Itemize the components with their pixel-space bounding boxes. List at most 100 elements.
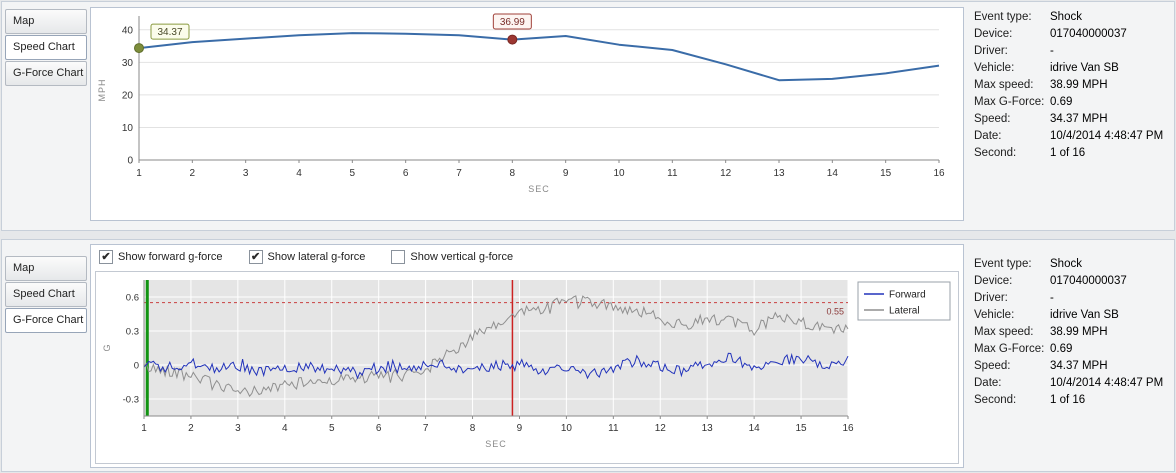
tab-map[interactable]: Map <box>5 9 87 34</box>
checkbox-label: Show lateral g-force <box>267 251 366 263</box>
info-label: Date: <box>974 377 1002 389</box>
speed-chart-panel: Map Speed Chart G-Force Chart 0 10 20 30 40 1 2 3… <box>1 1 1175 231</box>
x-tick-label: 3 <box>243 168 249 179</box>
info-row-driver: Driver: - <box>974 45 1172 58</box>
y-tick-label: 0 <box>127 156 133 167</box>
info-value: 017040000037 <box>1050 275 1127 287</box>
x-tick-label: 8 <box>470 423 476 434</box>
y-tick-label: -0.3 <box>123 395 139 406</box>
checkbox-show-vertical-g-force[interactable]: Show vertical g-force <box>391 250 513 264</box>
info-value: 017040000037 <box>1050 28 1127 40</box>
y-axis-title: G <box>102 344 112 351</box>
y-tick-label: 0.3 <box>126 327 139 338</box>
x-tick-label: 7 <box>423 423 429 434</box>
info-value: - <box>1050 45 1054 57</box>
x-tick-label: 11 <box>667 168 678 179</box>
info-row-max-speed: Max speed: 38.99 MPH <box>974 79 1172 92</box>
tab-map[interactable]: Map <box>5 256 87 281</box>
info-label: Device: <box>974 275 1013 287</box>
legend-label-lateral: Lateral <box>889 306 920 317</box>
marker-36-99[interactable] <box>507 34 518 45</box>
x-tick-label: 4 <box>296 168 302 179</box>
x-tick-label: 1 <box>141 423 147 434</box>
y-tick-label: 30 <box>122 58 134 69</box>
info-label: Second: <box>974 394 1017 406</box>
x-tick-label: 9 <box>517 423 523 434</box>
info-value: 10/4/2014 4:48:47 PM <box>1050 130 1164 142</box>
info-value: 38.99 MPH <box>1050 79 1108 91</box>
info-value: Shock <box>1050 258 1082 270</box>
annotation-label: 34.37 <box>157 27 182 38</box>
annotation-label: 36.99 <box>500 17 525 28</box>
info-label: Max G-Force: <box>974 96 1045 108</box>
x-tick-label: 5 <box>329 423 335 434</box>
x-tick-label: 8 <box>510 168 516 179</box>
info-row-speed: Speed: 34.37 MPH <box>974 113 1172 126</box>
gforce-chart-canvas[interactable]: 0.551 2 3 4 5 6 7 8 9 10 11 12 13 14 15 16-0.300.30.6SE… <box>96 272 956 462</box>
legend-box <box>857 281 951 321</box>
info-row-max-g-force: Max G-Force: 0.69 <box>974 96 1172 109</box>
checkbox-box[interactable]: ✔ <box>248 250 263 264</box>
checkbox-show-lateral-g-force[interactable]: ✔ Show lateral g-force <box>248 250 366 264</box>
x-tick-label: 6 <box>376 423 382 434</box>
tab-g-force-chart[interactable]: G-Force Chart <box>5 308 87 333</box>
x-tick-label: 12 <box>655 423 667 434</box>
annotation-box-36-99 <box>492 13 532 30</box>
tab-g-force-chart[interactable]: G-Force Chart <box>5 61 87 86</box>
x-axis-title: SEC <box>528 184 550 194</box>
y-tick-label: 10 <box>122 123 134 134</box>
info-row-second: Second: 1 of 16 <box>974 394 1172 407</box>
info-value: idrive Van SB <box>1050 309 1119 321</box>
x-axis-title: SEC <box>485 439 507 449</box>
info-value: 38.99 MPH <box>1050 326 1108 338</box>
checkbox-box[interactable]: ✔ <box>99 250 113 264</box>
checkbox-box[interactable] <box>391 250 406 264</box>
speed-line <box>138 32 940 82</box>
speed-panel-tab-list: Map Speed Chart G-Force Chart <box>5 9 87 87</box>
info-label: Date: <box>974 130 1002 142</box>
info-row-second: Second: 1 of 16 <box>974 147 1172 160</box>
gforce-panel-tab-list: Map Speed Chart G-Force Chart <box>5 256 87 334</box>
x-tick-label: 15 <box>796 423 808 434</box>
info-label: Speed: <box>974 360 1011 372</box>
info-label: Max G-Force: <box>974 343 1045 355</box>
info-label: Max speed: <box>974 326 1034 338</box>
info-row-max-g-force: Max G-Force: 0.69 <box>974 343 1172 356</box>
y-tick-label: 0 <box>134 361 139 372</box>
y-axis-title: MPH <box>97 79 107 102</box>
x-tick-label: 10 <box>613 168 625 179</box>
y-tick-label: 40 <box>122 25 134 36</box>
tab-speed-chart[interactable]: Speed Chart <box>5 282 87 307</box>
info-row-vehicle: Vehicle: idrive Van SB <box>974 62 1172 75</box>
event-info-panel-top: Event type: Shock Device: 017040000037 Drive… <box>974 11 1172 164</box>
info-value: 34.37 MPH <box>1050 360 1108 372</box>
info-value: 0.69 <box>1050 96 1073 108</box>
gforce-content-box: ✔ Show forward g-force ✔ Show lateral g-for… <box>90 244 964 468</box>
info-label: Vehicle: <box>974 309 1015 321</box>
x-tick-label: 15 <box>880 168 892 179</box>
info-row-vehicle: Vehicle: idrive Van SB <box>974 309 1172 322</box>
checkbox-label: Show vertical g-force <box>410 251 514 263</box>
info-label: Vehicle: <box>974 62 1015 74</box>
info-value: 0.69 <box>1050 343 1073 355</box>
info-row-device: Device: 017040000037 <box>974 275 1172 288</box>
event-info-panel-bottom: Event type: Shock Device: 017040000037 Drive… <box>974 258 1172 411</box>
x-tick-label: 1 <box>136 168 142 179</box>
marker-34-37[interactable] <box>134 43 144 54</box>
info-row-driver: Driver: - <box>974 292 1172 305</box>
checkbox-label: Show forward g-force <box>118 251 223 263</box>
threshold-label: 0.55 <box>826 307 844 317</box>
tab-speed-chart[interactable]: Speed Chart <box>5 35 87 60</box>
info-value: idrive Van SB <box>1050 62 1119 74</box>
series-forward <box>143 352 849 380</box>
x-tick-label: 7 <box>456 168 462 179</box>
info-label: Driver: <box>974 45 1008 57</box>
info-row-event-type: Event type: Shock <box>974 258 1172 271</box>
info-row-date: Date: 10/4/2014 4:48:47 PM <box>974 130 1172 143</box>
info-value: 1 of 16 <box>1050 394 1086 406</box>
checkbox-show-forward-g-force[interactable]: ✔ Show forward g-force <box>99 250 223 264</box>
info-label: Second: <box>974 147 1017 159</box>
info-value: 1 of 16 <box>1050 147 1086 159</box>
x-tick-label: 14 <box>749 423 761 434</box>
